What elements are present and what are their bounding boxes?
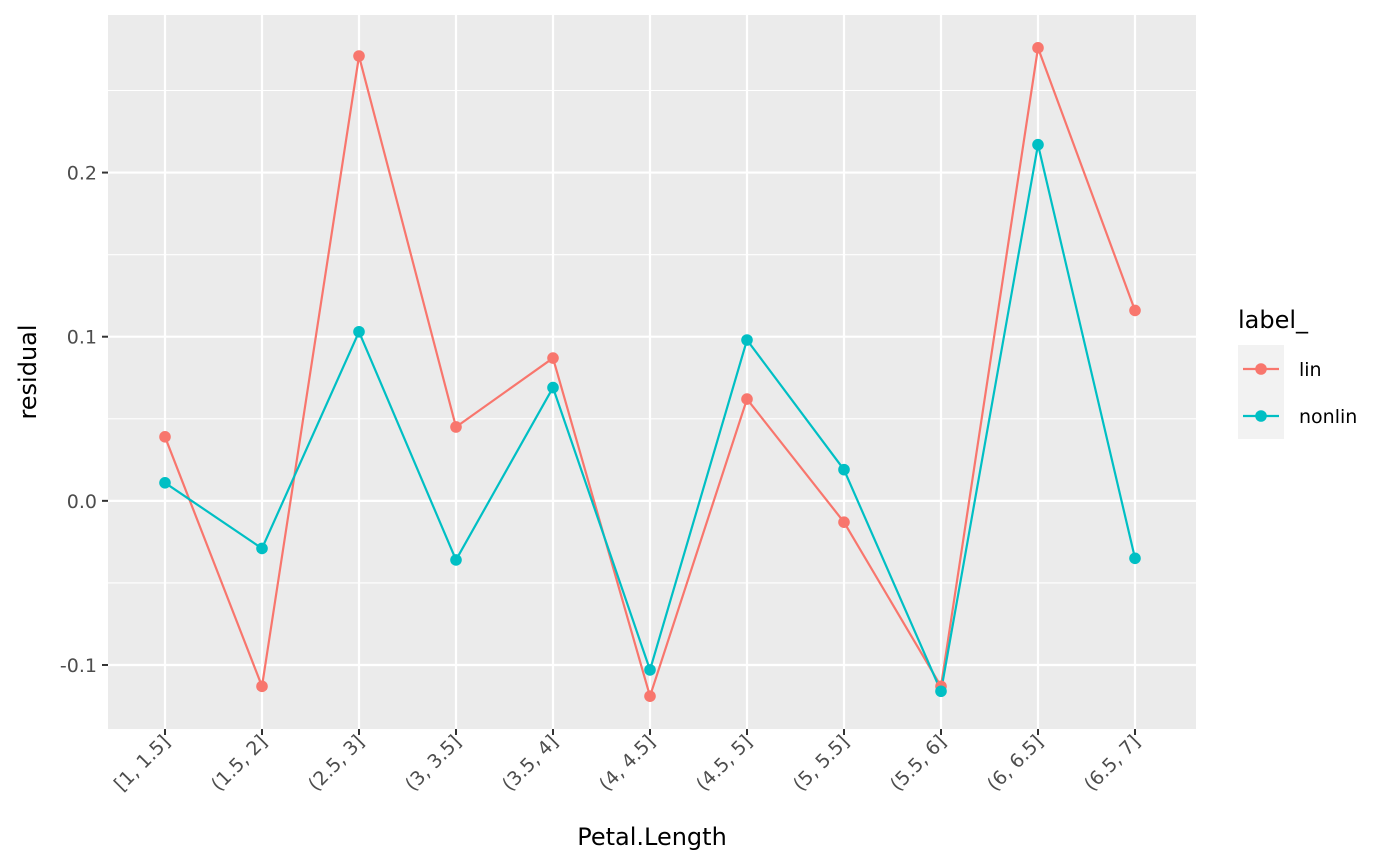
- x-tick-label: (3, 3.5]: [401, 731, 466, 796]
- x-tick-label: (5, 5.5]: [789, 731, 854, 796]
- x-axis: [1, 1.5] (1.5, 2] (2.5, 3] (3, 3.5] (3.5, 4]…: [110, 729, 1145, 795]
- x-tick-label: (3.5, 4]: [498, 731, 563, 796]
- x-axis-title: Petal.Length: [577, 823, 727, 851]
- y-axis: -0.1 0.0 0.1 0.2: [60, 163, 108, 677]
- data-point-lin: [547, 352, 559, 364]
- legend-label-nonlin: nonlin: [1299, 406, 1357, 428]
- data-point-nonlin: [644, 664, 656, 676]
- data-point-nonlin: [1129, 552, 1141, 565]
- legend-label-lin: lin: [1299, 359, 1322, 381]
- y-axis-title: residual: [14, 324, 42, 419]
- x-tick-label: (6, 6.5]: [983, 731, 1048, 796]
- x-tick-label: [1, 1.5]: [110, 731, 175, 796]
- plot-panel: [108, 15, 1196, 729]
- legend-key-background: [1238, 345, 1284, 439]
- data-point-nonlin: [159, 476, 171, 489]
- major-gridlines: [108, 15, 1196, 729]
- x-tick-label: (2.5, 3]: [304, 731, 369, 796]
- series-layer: [159, 42, 1141, 702]
- x-tick-label: (1.5, 2]: [207, 731, 272, 796]
- data-point-lin: [159, 431, 171, 443]
- y-tick-label: 0.0: [67, 491, 97, 513]
- x-tick-label: (5.5, 6]: [886, 731, 951, 796]
- data-point-nonlin: [353, 325, 365, 338]
- x-tick-label: (6.5, 7]: [1080, 731, 1145, 796]
- data-point-lin: [644, 690, 656, 702]
- data-point-nonlin: [450, 554, 462, 566]
- data-point-nonlin: [547, 381, 559, 394]
- data-point-nonlin: [935, 685, 947, 698]
- data-point-lin: [450, 421, 462, 433]
- legend-key-point-nonlin: [1255, 410, 1267, 422]
- y-tick-label: 0.1: [67, 327, 97, 349]
- x-tick-label: (4, 4.5]: [595, 731, 660, 796]
- y-tick-label: 0.2: [67, 163, 97, 185]
- legend-key-point-lin: [1255, 363, 1267, 375]
- data-point-lin: [1032, 42, 1044, 54]
- legend: label_ lin nonlin: [1238, 306, 1357, 439]
- data-point-lin: [838, 516, 850, 528]
- data-point-nonlin: [838, 463, 850, 476]
- data-point-nonlin: [1032, 138, 1044, 151]
- legend-title: label_: [1238, 306, 1309, 334]
- data-point-lin: [353, 50, 365, 62]
- minor-gridlines: [108, 89, 1196, 584]
- data-point-lin: [741, 393, 753, 405]
- data-point-nonlin: [741, 334, 753, 346]
- x-tick-label: (4.5, 5]: [692, 731, 757, 796]
- data-point-nonlin: [256, 542, 268, 555]
- y-tick-label: -0.1: [60, 655, 97, 677]
- data-point-lin: [256, 680, 268, 693]
- data-point-lin: [1129, 304, 1141, 317]
